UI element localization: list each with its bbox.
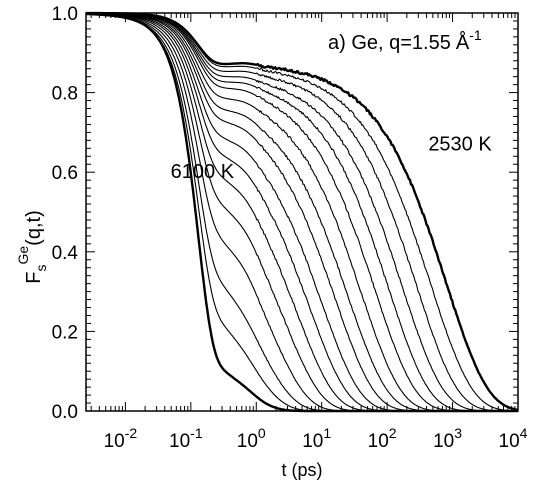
panel-label-unit: Å: [456, 31, 470, 54]
x-tick-label: 103: [433, 425, 462, 452]
x-axis-label: t (ps): [281, 460, 322, 480]
y-axis-label-args: (q,t): [23, 210, 45, 246]
x-tick-label: 102: [368, 425, 397, 452]
series-curve: [86, 12, 518, 412]
y-tick-label: 0.0: [52, 402, 78, 423]
plot-frame: [85, 12, 519, 412]
y-axis-label-main: F: [23, 272, 45, 284]
y-tick-label: 0.6: [52, 163, 78, 184]
x-tick-label: 10-1: [169, 425, 203, 452]
panel-label-unit-exp: -1: [469, 27, 482, 43]
y-tick-label: 1.0: [52, 4, 78, 25]
panel-label-text: a) Ge, q=1.55: [328, 32, 451, 54]
series-curve: [85, 11, 519, 412]
x-tick-label: 104: [499, 425, 528, 452]
x-tick-label: 10-2: [104, 425, 138, 452]
y-axis-label-sup: Ge: [15, 246, 31, 265]
x-tick-label: 101: [302, 425, 331, 452]
y-tick-label: 0.2: [52, 322, 78, 343]
y-axis-label: FsGe(q,t): [15, 210, 49, 283]
x-tick-labels: 10-2 10-1 100 101 102 103 104: [104, 425, 528, 452]
panel-label: a) Ge, q=1.55 Å-1: [328, 27, 482, 54]
y-tick-label: 0.8: [52, 84, 78, 105]
annotation-2530k: 2530 K: [428, 133, 492, 155]
y-tick-labels: 0.0 0.2 0.4 0.6 0.8 1.0: [52, 4, 79, 423]
annotation-6100k: 6100 K: [171, 161, 235, 183]
y-tick-label: 0.4: [52, 243, 79, 264]
x-tick-label: 100: [237, 425, 266, 452]
y-axis-label-sub: s: [33, 265, 49, 272]
